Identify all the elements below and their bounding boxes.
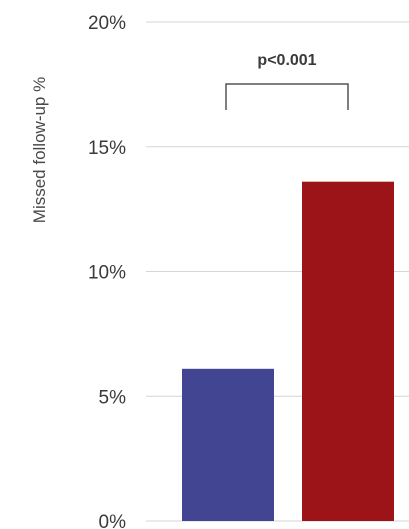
y-axis-title: Missed follow-up % [30,77,49,223]
bar [182,368,274,521]
y-tick-label: 15% [88,138,126,159]
y-tick-label: 5% [99,387,127,408]
bar [302,181,394,521]
y-tick-label: 20% [88,13,126,34]
significance-bracket [225,83,349,110]
significance-annotation: p<0.001 [257,52,316,69]
y-tick-labels: 0% 5% 10% 15% 20% [88,13,126,529]
y-tick-label: 0% [99,512,127,529]
bars [182,181,394,521]
y-tick-label: 10% [88,263,126,284]
